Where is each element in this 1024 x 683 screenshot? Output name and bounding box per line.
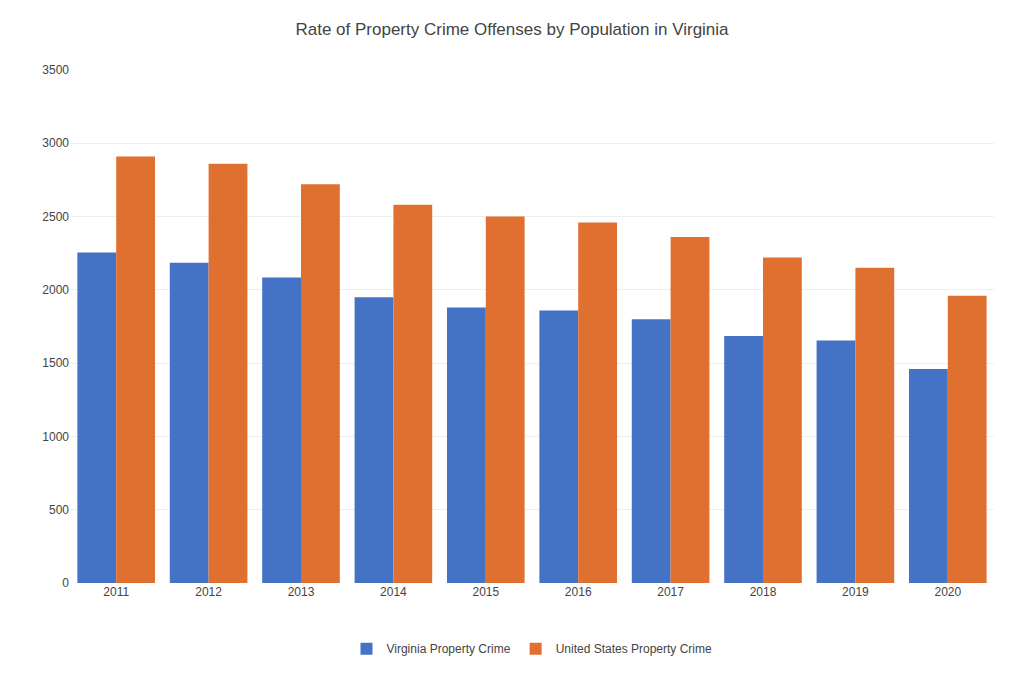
svg-text:2500: 2500	[42, 210, 69, 224]
svg-text:2017: 2017	[657, 585, 684, 599]
svg-text:2019: 2019	[842, 585, 869, 599]
svg-text:Virginia Property Crime: Virginia Property Crime	[387, 642, 511, 656]
svg-text:Rate of Property Crime Offense: Rate of Property Crime Offenses by Popul…	[295, 20, 729, 39]
svg-text:2012: 2012	[195, 585, 222, 599]
svg-text:2018: 2018	[750, 585, 777, 599]
svg-text:0: 0	[62, 576, 69, 590]
svg-text:1000: 1000	[42, 430, 69, 444]
svg-text:United States Property Crime: United States Property Crime	[556, 642, 712, 656]
svg-text:2000: 2000	[42, 283, 69, 297]
svg-text:2015: 2015	[472, 585, 499, 599]
svg-text:2011: 2011	[103, 585, 129, 599]
svg-text:2016: 2016	[565, 585, 592, 599]
svg-text:2020: 2020	[934, 585, 961, 599]
svg-text:2014: 2014	[380, 585, 407, 599]
svg-text:1500: 1500	[42, 356, 69, 370]
svg-text:3500: 3500	[42, 63, 69, 77]
svg-text:500: 500	[49, 503, 69, 517]
svg-text:3000: 3000	[42, 136, 69, 150]
svg-text:2013: 2013	[288, 585, 315, 599]
